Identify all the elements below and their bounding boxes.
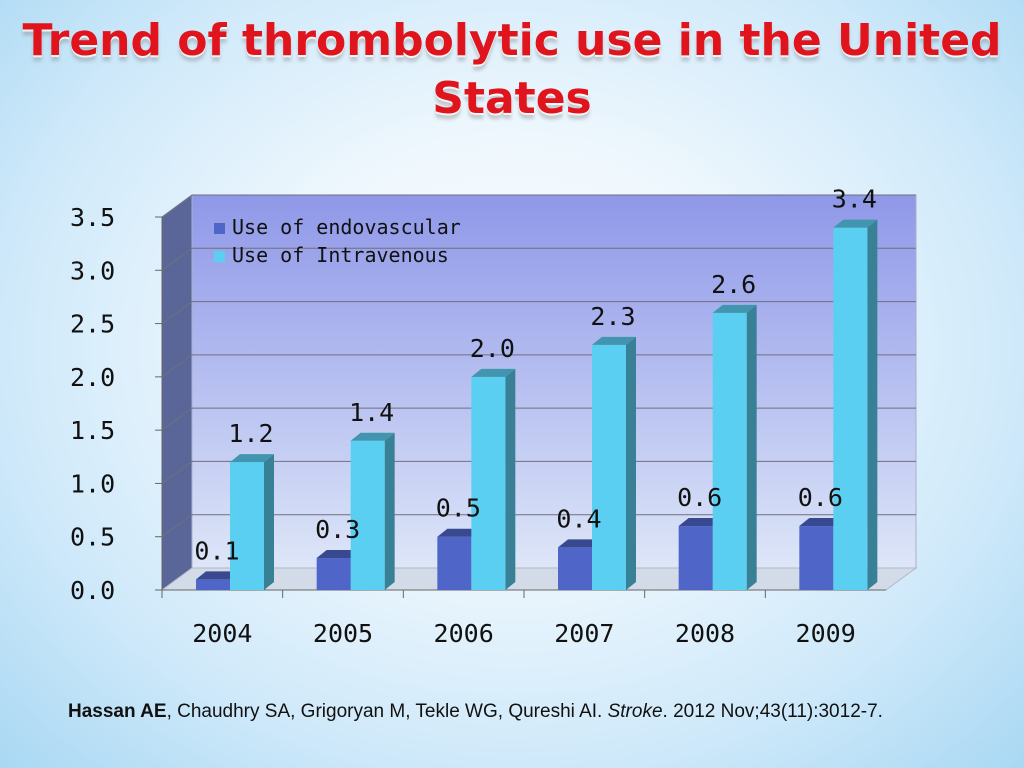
data-label: 2.6 bbox=[711, 270, 756, 299]
citation-details: . 2012 Nov;43(11):3012-7. bbox=[662, 701, 883, 722]
legend-label: Use of endovascular bbox=[232, 215, 461, 239]
y-gridline bbox=[161, 407, 916, 431]
x-tick-label: 2004 bbox=[192, 619, 252, 648]
y-gridline bbox=[161, 354, 916, 378]
bar-top bbox=[196, 571, 240, 580]
bar bbox=[678, 526, 713, 590]
y-tick-label: 0.5 bbox=[70, 523, 115, 552]
bar bbox=[592, 344, 626, 590]
bar bbox=[350, 440, 385, 590]
data-label: 0.4 bbox=[556, 504, 601, 533]
citation-journal: Stroke bbox=[607, 701, 663, 722]
x-tick-label: 2007 bbox=[554, 619, 614, 648]
data-label: 0.6 bbox=[798, 483, 843, 512]
bar bbox=[230, 462, 264, 590]
y-tick-label: 2.0 bbox=[70, 363, 115, 392]
bar-side bbox=[505, 368, 516, 590]
x-tick-label: 2009 bbox=[796, 619, 856, 648]
bar bbox=[437, 536, 472, 590]
y-tick-label: 1.5 bbox=[70, 416, 115, 445]
x-tick-label: 2006 bbox=[434, 619, 494, 648]
data-label: 0.5 bbox=[436, 494, 481, 523]
y-tick-label: 1.0 bbox=[70, 469, 115, 498]
bar-top bbox=[437, 528, 482, 537]
data-label: 0.1 bbox=[194, 536, 239, 565]
y-gridline bbox=[161, 514, 916, 538]
bar bbox=[833, 227, 868, 590]
bar-side bbox=[626, 336, 636, 590]
data-label: 1.4 bbox=[349, 398, 394, 427]
bar-top bbox=[678, 518, 723, 527]
y-gridline bbox=[161, 247, 916, 271]
bar-top bbox=[799, 518, 844, 527]
data-label: 2.3 bbox=[590, 302, 635, 331]
data-label: 1.2 bbox=[228, 419, 273, 448]
bar bbox=[471, 376, 506, 590]
citation-lead-author: Hassan AE bbox=[68, 701, 167, 722]
bar bbox=[196, 579, 230, 590]
bar-top bbox=[350, 432, 395, 441]
bar-top bbox=[833, 219, 878, 228]
bar-side bbox=[264, 454, 274, 590]
bar-side bbox=[867, 219, 878, 590]
bar-top bbox=[592, 336, 636, 345]
x-tick-label: 2008 bbox=[675, 619, 735, 648]
bar bbox=[558, 547, 592, 590]
data-label: 3.4 bbox=[832, 185, 877, 214]
x-tick-label: 2005 bbox=[313, 619, 373, 648]
y-gridline bbox=[161, 194, 916, 218]
bar-chart: 0.0 0.5 1.0 1.5 2.0 2.5 3.0 3.5 2004 2005 2006 2007… bbox=[70, 185, 918, 648]
legend-label: Use of Intravenous bbox=[232, 243, 449, 267]
citation-authors: , Chaudhry SA, Grigoryan M, Tekle WG, Qu… bbox=[166, 701, 608, 722]
legend-swatch bbox=[214, 251, 225, 262]
bar-top bbox=[712, 304, 757, 313]
citation: Hassan AE, Chaudhry SA, Grigoryan M, Tek… bbox=[68, 697, 968, 727]
y-tick-label: 0.0 bbox=[70, 576, 115, 605]
bar-top bbox=[471, 368, 516, 377]
chart-side-wall bbox=[161, 194, 193, 591]
bar-top bbox=[316, 550, 361, 559]
bar bbox=[316, 558, 351, 590]
legend-swatch bbox=[214, 223, 225, 234]
bar bbox=[712, 312, 747, 590]
bar-side bbox=[384, 432, 395, 590]
slide-title: Trend of thrombolytic use in the United … bbox=[22, 15, 1002, 124]
y-gridline bbox=[161, 460, 916, 484]
data-label: 0.3 bbox=[315, 515, 360, 544]
data-label: 2.0 bbox=[470, 334, 515, 363]
y-tick-label: 3.5 bbox=[70, 203, 115, 232]
bar-top bbox=[558, 539, 602, 548]
y-gridline bbox=[161, 301, 916, 324]
bar bbox=[799, 526, 834, 590]
bar-side bbox=[746, 304, 757, 590]
y-tick-label: 2.5 bbox=[70, 310, 115, 339]
data-label: 0.6 bbox=[677, 483, 722, 512]
y-tick-label: 3.0 bbox=[70, 256, 115, 285]
bar-top bbox=[230, 454, 274, 463]
